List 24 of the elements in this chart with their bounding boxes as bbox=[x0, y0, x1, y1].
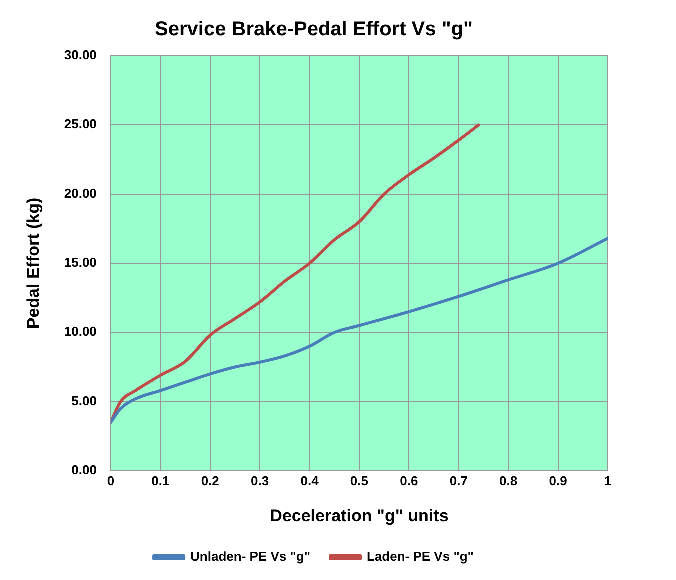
legend-label: Unladen- PE Vs "g" bbox=[190, 549, 311, 564]
y-tick-label: 25.00 bbox=[64, 116, 97, 132]
x-tick-label: 0.4 bbox=[300, 473, 320, 488]
x-tick-label: 1 bbox=[604, 473, 612, 488]
y-tick-label: 15.00 bbox=[64, 255, 97, 270]
y-tick-label: 20.00 bbox=[64, 186, 97, 201]
x-tick-label: 0.1 bbox=[152, 473, 170, 488]
y-tick-label: 0.00 bbox=[72, 462, 97, 478]
legend-label: Laden- PE Vs "g" bbox=[367, 549, 474, 564]
y-axis-title: Pedal Effort (kg) bbox=[24, 198, 43, 330]
y-tick-label: 30.00 bbox=[64, 48, 97, 63]
x-tick-label: 0.5 bbox=[350, 473, 369, 488]
x-axis-title: Deceleration "g" units bbox=[270, 506, 449, 526]
x-tick-label: 0.8 bbox=[500, 473, 518, 488]
chart-title: Service Brake-Pedal Effort Vs "g" bbox=[155, 18, 473, 41]
x-tick-label: 0.9 bbox=[549, 473, 568, 488]
y-tick-label: 5.00 bbox=[72, 393, 97, 408]
x-tick-label: 0 bbox=[107, 473, 115, 488]
x-tick-label: 0.2 bbox=[201, 473, 220, 488]
x-tick-label: 0.6 bbox=[400, 473, 418, 488]
y-tick-label: 10.00 bbox=[64, 324, 97, 340]
x-tick-label: 0.3 bbox=[251, 473, 270, 488]
line-series bbox=[110, 237, 608, 424]
x-tick-label: 0.7 bbox=[450, 473, 468, 488]
